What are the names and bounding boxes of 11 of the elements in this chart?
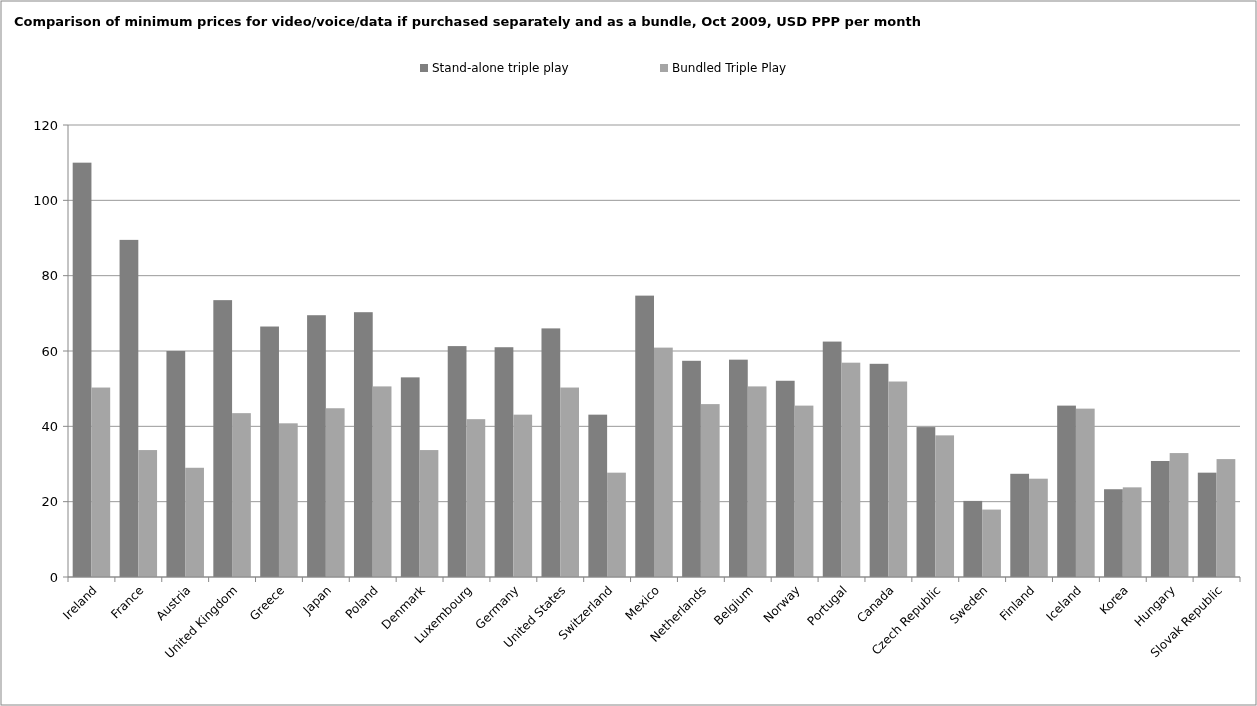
bar xyxy=(982,509,1001,577)
legend-label: Bundled Triple Play xyxy=(672,61,787,75)
y-tick-label: 0 xyxy=(49,569,58,585)
chart-title: Comparison of minimum prices for video/voice/data if purchased separately and as a bundle, Oct 2009, USD PPP per month xyxy=(14,14,921,29)
y-tick-label: 80 xyxy=(41,268,58,284)
y-tick-label: 100 xyxy=(33,192,58,208)
y-tick-label: 20 xyxy=(41,494,58,510)
y-tick-label: 40 xyxy=(41,418,58,434)
y-tick-label: 120 xyxy=(33,117,58,133)
y-tick-label: 60 xyxy=(41,343,58,359)
legend-label: Stand-alone triple play xyxy=(432,61,569,75)
